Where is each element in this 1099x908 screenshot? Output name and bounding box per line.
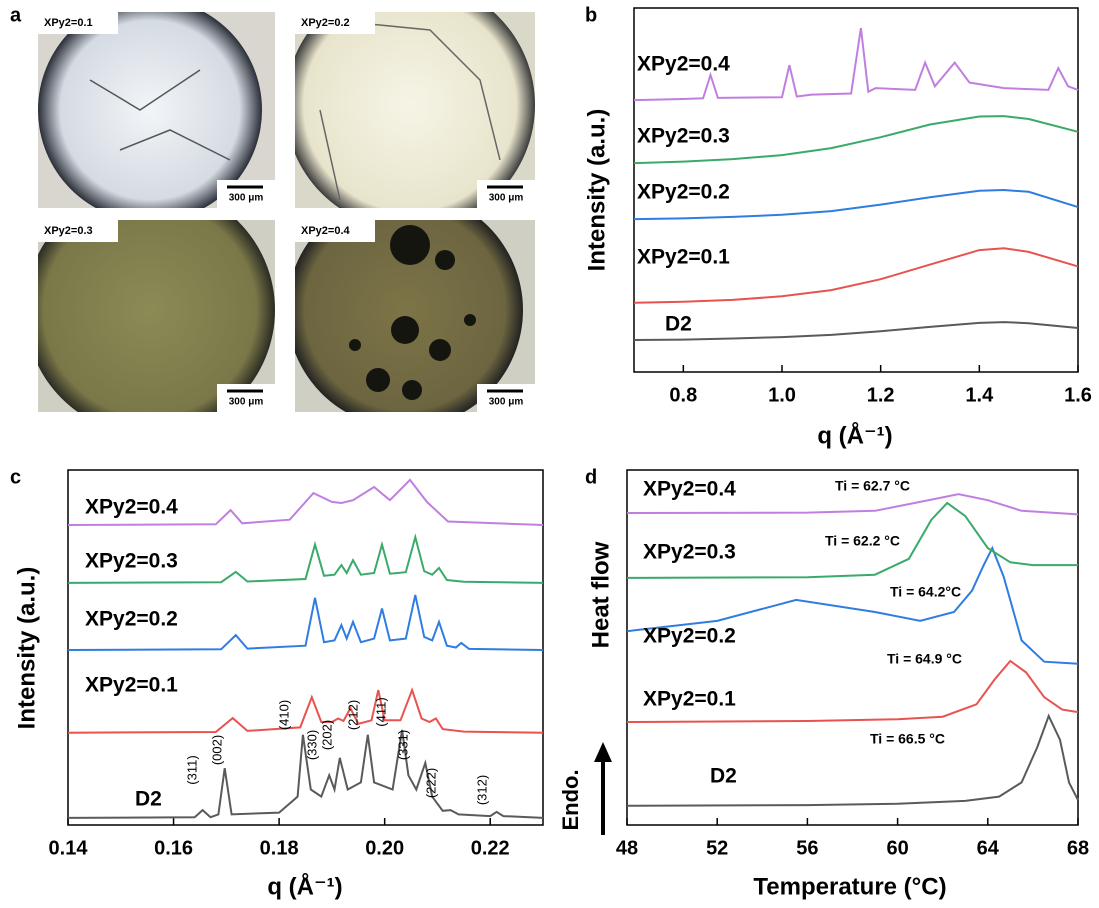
transition-label: Ti = 64.9 °C (887, 651, 962, 667)
data-line (627, 716, 1078, 806)
x-axis-label: Temperature (°C) (753, 873, 946, 900)
series-label: XPy2=0.4 (85, 496, 178, 519)
series-label: XPy2=0.3 (637, 125, 730, 148)
scale-bar-label: 300 μm (229, 193, 264, 204)
x-tick-label: 0.14 (49, 837, 89, 859)
panel-label: d (585, 466, 597, 488)
scale-bar-label: 300 μm (229, 397, 264, 408)
micrograph-label: XPy2=0.4 (301, 225, 351, 237)
panel-label: a (10, 4, 22, 26)
series-label: XPy2=0.4 (637, 53, 730, 76)
data-line (634, 322, 1078, 340)
peak-index: (411) (373, 697, 388, 726)
series-label: XPy2=0.2 (85, 608, 178, 631)
series-label: XPy2=0.3 (85, 550, 178, 573)
x-tick-label: 0.8 (669, 384, 697, 406)
peak-index: (311) (184, 755, 199, 784)
peak-index: (331) (395, 730, 410, 760)
x-tick-label: 68 (1067, 837, 1089, 859)
transition-label: Ti = 64.2°C (890, 584, 961, 600)
peak-index: (312) (474, 775, 489, 805)
x-axis-label: q (Å⁻¹) (817, 421, 892, 449)
scale-bar-label: 300 μm (489, 193, 524, 204)
peak-index: (330) (304, 730, 319, 760)
series-label: XPy2=0.1 (85, 674, 178, 697)
panel-label: b (585, 4, 597, 26)
x-tick-label: 1.0 (768, 384, 796, 406)
x-tick-label: 48 (616, 837, 638, 859)
peak-index: (222) (423, 768, 438, 798)
x-tick-label: 0.16 (154, 837, 193, 859)
scale-bar-label: 300 μm (489, 397, 524, 408)
x-tick-label: 1.6 (1064, 384, 1092, 406)
x-tick-label: 0.22 (471, 837, 510, 859)
x-tick-label: 60 (886, 837, 908, 859)
y-axis-label: Intensity (a.u.) (13, 567, 40, 730)
micrograph-label: XPy2=0.1 (44, 17, 93, 29)
x-tick-label: 0.20 (365, 837, 404, 859)
x-tick-label: 64 (977, 837, 1000, 859)
peak-index: (410) (276, 700, 291, 730)
series-label: D2 (135, 788, 162, 811)
series-label: XPy2=0.1 (643, 688, 736, 711)
peak-index: (202) (319, 720, 334, 750)
series-label: D2 (710, 765, 737, 788)
series-label: XPy2=0.2 (637, 181, 730, 204)
peak-index: (002) (209, 735, 224, 765)
panel-label: c (10, 466, 21, 488)
micrograph-label: XPy2=0.2 (301, 17, 350, 29)
series-label: XPy2=0.3 (643, 541, 736, 564)
arrow-head (594, 742, 612, 762)
series-label: XPy2=0.1 (637, 246, 730, 269)
peak-index: (212) (345, 700, 360, 730)
x-tick-label: 56 (796, 837, 818, 859)
arrow-label: Endo. (558, 769, 583, 830)
x-axis-label: q (Å⁻¹) (267, 872, 342, 900)
x-tick-label: 0.18 (260, 837, 299, 859)
x-tick-label: 1.4 (965, 384, 994, 406)
y-axis-label: Heat flow (587, 541, 614, 648)
series-label: XPy2=0.4 (643, 478, 736, 501)
x-tick-label: 1.2 (867, 384, 895, 406)
figure: a b c d XPy2=0.1 300 μm XPy2=0.2 300 μm XPy2… (0, 0, 1099, 903)
series-label: XPy2=0.2 (643, 625, 736, 648)
transition-label: Ti = 62.7 °C (835, 478, 910, 494)
micrograph-label: XPy2=0.3 (44, 225, 93, 237)
transition-label: Ti = 66.5 °C (870, 731, 945, 747)
y-axis-label: Intensity (a.u.) (583, 109, 610, 272)
series-label: D2 (665, 313, 692, 336)
x-tick-label: 52 (706, 837, 728, 859)
transition-label: Ti = 62.2 °C (825, 533, 900, 549)
